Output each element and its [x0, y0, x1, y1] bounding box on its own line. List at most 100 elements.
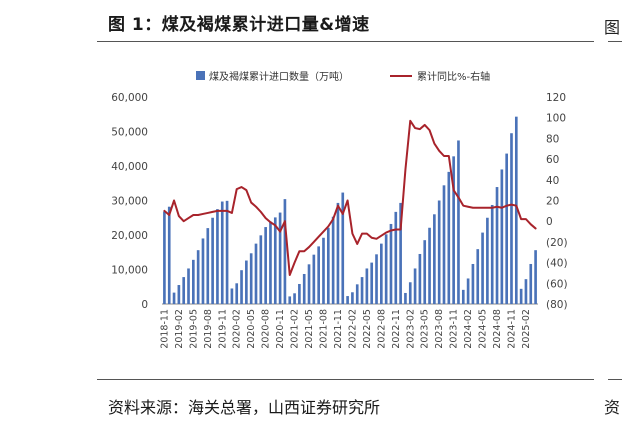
bar — [273, 217, 277, 304]
source-divider — [97, 379, 594, 380]
bar — [302, 273, 306, 304]
bar — [322, 237, 325, 304]
bar — [283, 199, 287, 304]
bar — [201, 238, 205, 304]
bar — [167, 206, 171, 304]
bar — [534, 250, 537, 304]
bar — [206, 228, 210, 304]
x-tick-label: 2021-05 — [304, 309, 315, 349]
bar — [433, 214, 436, 304]
bar — [399, 202, 402, 304]
bar — [471, 263, 475, 304]
bar — [418, 253, 422, 304]
y-right-tick-label: 120 — [546, 92, 566, 104]
bar — [481, 232, 484, 304]
bar — [225, 200, 229, 304]
bar — [461, 289, 465, 304]
bar — [505, 153, 508, 304]
adjacent-source-edge: 资 — [604, 398, 621, 417]
bar — [524, 279, 528, 304]
y-right-tick-label: (20) — [546, 237, 568, 249]
y-left-tick-label: 30,000 — [111, 196, 148, 208]
x-tick-label: 2022-05 — [362, 309, 373, 349]
legend-bar-swatch — [196, 71, 205, 80]
legend-bar-label: 煤及褐煤累计进口数量（万吨） — [209, 72, 349, 83]
bar — [331, 216, 335, 304]
bar — [278, 212, 282, 304]
adjacent-title-divider — [608, 41, 622, 42]
bar — [341, 192, 345, 304]
bar — [404, 292, 407, 304]
bar — [529, 263, 533, 304]
legend-bar-entry: 煤及褐煤累计进口数量（万吨） — [196, 68, 349, 83]
bar — [298, 283, 301, 304]
bar — [317, 246, 320, 304]
bar — [413, 268, 417, 304]
bar — [442, 185, 446, 304]
bar — [346, 296, 349, 304]
bar — [254, 243, 258, 304]
bar — [423, 240, 427, 304]
bar — [220, 201, 224, 304]
bar — [336, 202, 340, 304]
bar — [375, 254, 378, 304]
bar — [259, 235, 263, 304]
x-tick-label: 2023-11 — [449, 309, 460, 349]
bar — [235, 283, 239, 304]
x-tick-label: 2019-02 — [174, 309, 185, 349]
source-note: 资料来源：海关总署，山西证券研究所 — [108, 398, 381, 417]
bar — [230, 288, 234, 304]
y-left-tick-label: 0 — [141, 299, 148, 311]
y-right-tick-label: 40 — [546, 175, 559, 187]
x-tick-label: 2021-08 — [318, 309, 329, 349]
bar — [408, 282, 412, 304]
bar — [510, 133, 513, 304]
bar — [437, 200, 441, 304]
x-tick-label: 2023-05 — [420, 309, 431, 349]
x-tick-label: 2022-02 — [347, 309, 358, 349]
x-tick-label: 2019-08 — [203, 309, 214, 349]
x-tick-label: 2023-08 — [434, 309, 445, 349]
adjacent-figure-title-edge: 图 — [604, 18, 621, 37]
title-divider — [97, 41, 594, 42]
bar — [447, 171, 451, 304]
x-tick-label: 2022-08 — [376, 309, 387, 349]
bar — [514, 116, 518, 304]
x-tick-label: 2020-05 — [246, 309, 257, 349]
legend-line-swatch — [390, 74, 412, 77]
y-right-tick-label: (80) — [546, 299, 568, 311]
legend-line-label: 累计同比%-右轴 — [417, 72, 491, 83]
bar — [370, 262, 374, 304]
bar — [264, 227, 267, 304]
x-tick-label: 2020-11 — [275, 309, 286, 349]
y-right-tick-label: 20 — [546, 196, 559, 208]
x-tick-label: 2024-02 — [463, 309, 474, 349]
x-tick-label: 2021-11 — [333, 309, 344, 349]
x-tick-label: 2020-08 — [261, 309, 272, 349]
x-tick-label: 2022-11 — [391, 309, 402, 349]
bar — [187, 268, 190, 304]
bar — [192, 259, 195, 304]
y-left-tick-label: 40,000 — [111, 161, 148, 173]
bar — [307, 264, 311, 304]
y-right-tick-label: 100 — [546, 113, 566, 125]
bar — [486, 217, 489, 304]
bar — [428, 227, 431, 304]
bar — [394, 211, 398, 304]
bar — [466, 278, 470, 304]
y-right-tick-label: (60) — [546, 278, 568, 290]
bar — [196, 250, 200, 304]
bar — [288, 296, 292, 304]
bar — [355, 284, 359, 304]
figure-title: 图 1：煤及褐煤累计进口量&增速 — [108, 15, 370, 35]
bar — [182, 277, 186, 304]
y-left-tick-label: 60,000 — [111, 92, 148, 104]
adjacent-source-divider — [608, 379, 622, 380]
y-right-tick-label: (40) — [546, 258, 568, 270]
bar — [172, 292, 176, 304]
bar — [476, 249, 480, 304]
y-left-tick-label: 50,000 — [111, 127, 148, 139]
bar — [211, 217, 214, 304]
y-right-tick-label: 80 — [546, 133, 559, 145]
